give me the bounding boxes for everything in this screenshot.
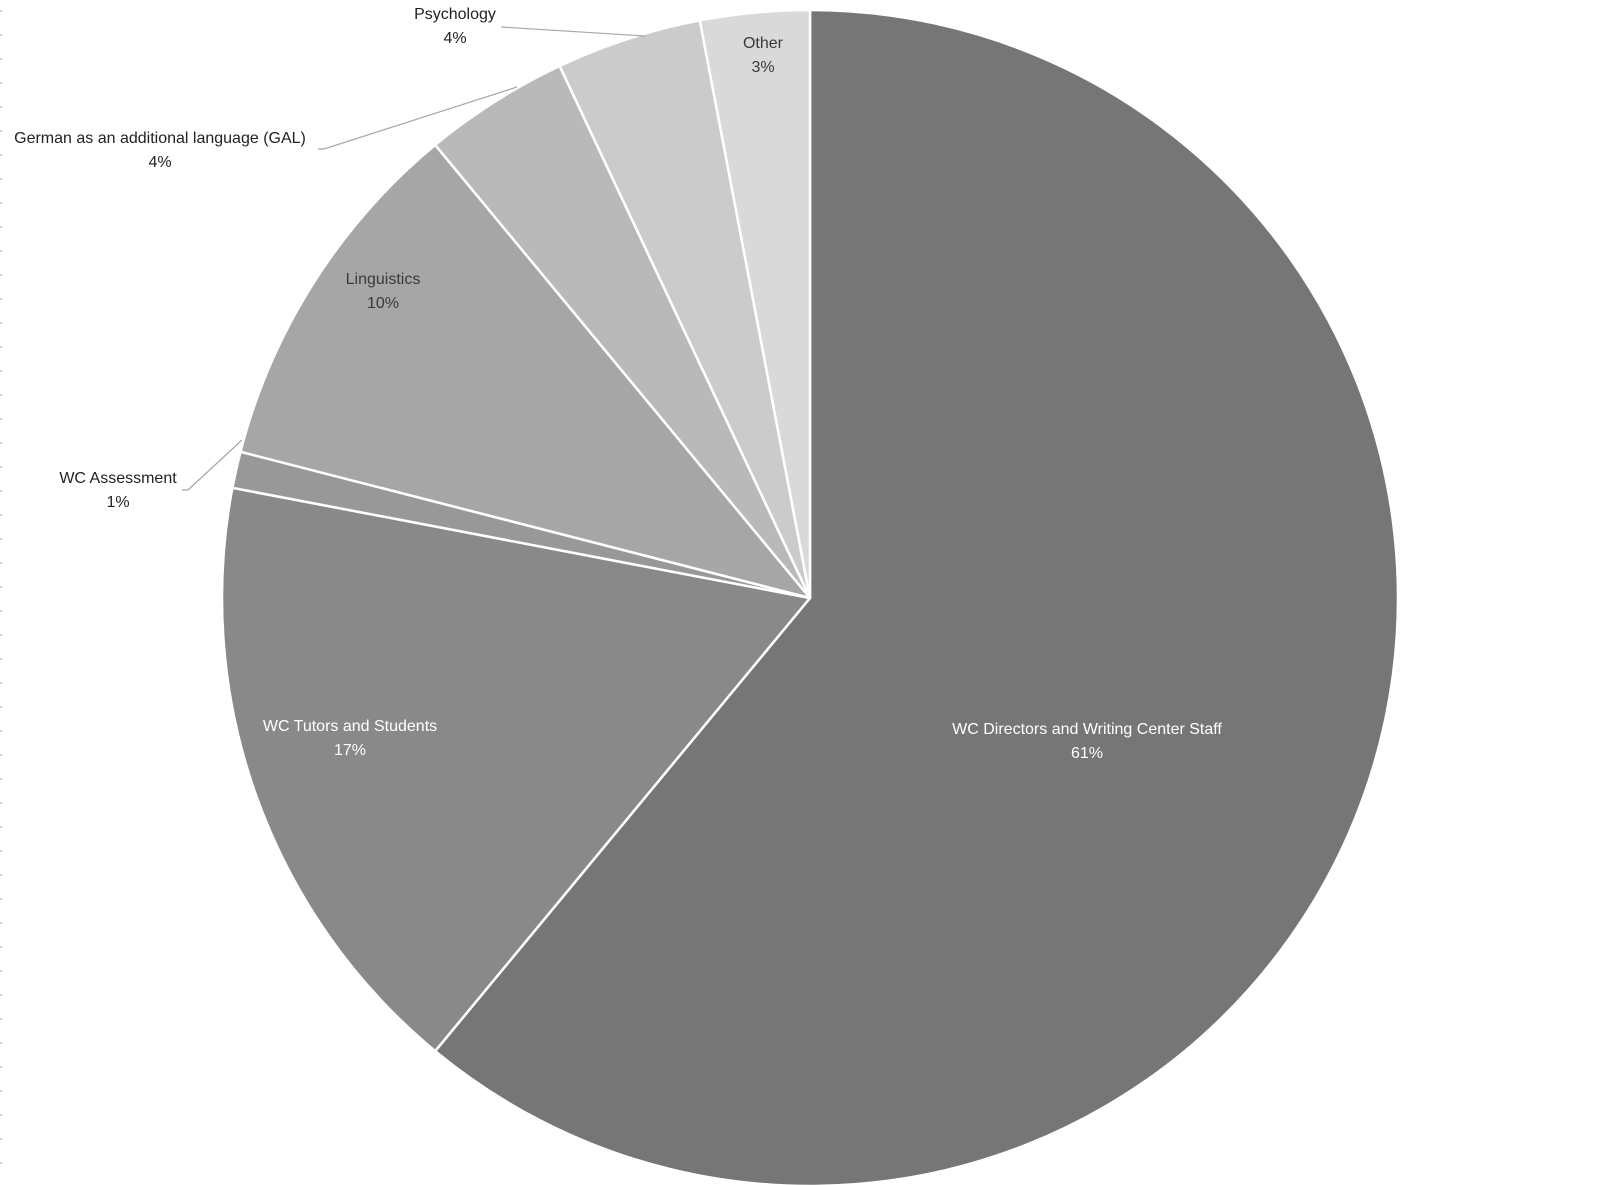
edge-tick xyxy=(0,1018,2,1020)
slice-label-wc-directors-and-writing-center-staff: WC Directors and Writing Center Staff xyxy=(952,721,1222,738)
slice-label-psychology: Psychology xyxy=(414,6,496,23)
slice-labels: WC Directors and Writing Center Staff 61%… xyxy=(14,6,1222,762)
edge-tick xyxy=(0,10,2,12)
edge-tick xyxy=(0,1090,2,1092)
pie-slices xyxy=(220,8,1400,1185)
leader-line-psychology xyxy=(500,26,646,37)
leader-line-wc-assessment xyxy=(182,439,243,491)
edge-tick xyxy=(0,778,2,780)
edge-tick xyxy=(0,1042,2,1044)
slice-value-linguistics: 10% xyxy=(367,295,399,312)
edge-tick xyxy=(0,130,2,132)
slice-value-other: 3% xyxy=(751,59,774,76)
slice-label-wc-tutors-and-students: WC Tutors and Students xyxy=(263,718,437,735)
edge-tick xyxy=(0,802,2,804)
edge-tick xyxy=(0,1138,2,1140)
edge-tick xyxy=(0,418,2,420)
edge-tick xyxy=(0,178,2,180)
edge-tick xyxy=(0,58,2,60)
edge-tick xyxy=(0,682,2,684)
slice-value-wc-assessment: 1% xyxy=(106,494,129,511)
slice-label-other: Other xyxy=(743,35,784,52)
edge-tick xyxy=(0,274,2,276)
edge-tick xyxy=(0,850,2,852)
slice-value-german-as-an-additional-language-gal: 4% xyxy=(148,154,171,171)
edge-tick xyxy=(0,34,2,36)
edge-tick xyxy=(0,730,2,732)
edge-tick xyxy=(0,250,2,252)
edge-tick xyxy=(0,202,2,204)
edge-tick xyxy=(0,514,2,516)
edge-tick xyxy=(0,874,2,876)
edge-tick xyxy=(0,634,2,636)
edge-tick xyxy=(0,706,2,708)
edge-tick xyxy=(0,922,2,924)
edge-tick xyxy=(0,394,2,396)
edge-tick xyxy=(0,1066,2,1068)
slice-label-german-as-an-additional-language-gal: German as an additional language (GAL) xyxy=(14,130,306,147)
edge-tick xyxy=(0,298,2,300)
edge-tick xyxy=(0,322,2,324)
slice-label-linguistics: Linguistics xyxy=(346,271,421,288)
edge-tick xyxy=(0,442,2,444)
edge-tick xyxy=(0,490,2,492)
edge-tick xyxy=(0,826,2,828)
slice-value-wc-directors-and-writing-center-staff: 61% xyxy=(1071,745,1103,762)
leader-line-german-as-an-additional-language-gal xyxy=(318,86,518,150)
edge-tick xyxy=(0,586,2,588)
edge-tick xyxy=(0,610,2,612)
pie-slice-wc-directors-and-writing-center-staff xyxy=(433,8,1400,1185)
edge-tick xyxy=(0,538,2,540)
edge-tick xyxy=(0,154,2,156)
pie-slice-other xyxy=(698,8,812,600)
edge-tick xyxy=(0,346,2,348)
edge-tick xyxy=(0,946,2,948)
edge-tick xyxy=(0,754,2,756)
pie-slice-linguistics xyxy=(239,143,812,600)
slice-label-wc-assessment: WC Assessment xyxy=(59,470,177,487)
edge-tick xyxy=(0,994,2,996)
edge-tick xyxy=(0,466,2,468)
leader-lines xyxy=(182,26,646,491)
pie-slice-wc-tutors-and-students xyxy=(220,486,812,1053)
edge-tick xyxy=(0,1162,2,1164)
edge-tick xyxy=(0,106,2,108)
slice-value-wc-tutors-and-students: 17% xyxy=(334,742,366,759)
slice-value-psychology: 4% xyxy=(443,30,466,47)
edge-tick xyxy=(0,1114,2,1116)
edge-tick xyxy=(0,370,2,372)
edge-tick xyxy=(0,562,2,564)
edge-tick xyxy=(0,970,2,972)
edge-tick xyxy=(0,658,2,660)
edge-tick xyxy=(0,82,2,84)
edge-tick xyxy=(0,226,2,228)
left-edge-ticks xyxy=(0,10,2,1164)
edge-tick xyxy=(0,898,2,900)
